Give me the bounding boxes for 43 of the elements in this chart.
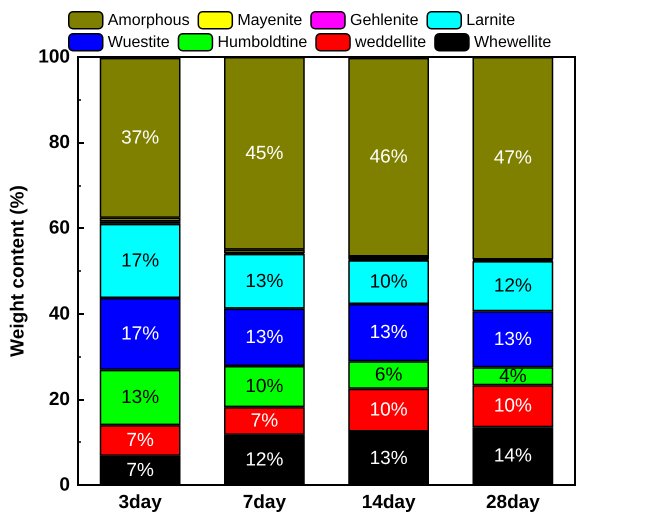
legend-label: Gehlenite xyxy=(350,12,419,29)
data-label: 37% xyxy=(121,127,160,148)
data-label: 10% xyxy=(370,400,408,421)
data-label: 45% xyxy=(245,142,284,164)
x-tick-label: 28day xyxy=(486,492,540,513)
y-axis-title: Weight content (%) xyxy=(7,185,28,357)
data-label: 46% xyxy=(370,146,408,168)
legend-label: Wuestite xyxy=(108,34,170,51)
y-tick-label: 80 xyxy=(48,132,70,154)
legend-label: Larnite xyxy=(466,12,516,29)
legend-label: Mayenite xyxy=(237,12,302,29)
data-label: 13% xyxy=(245,270,284,292)
legend-label: Amorphous xyxy=(108,12,190,29)
legend-label: weddellite xyxy=(354,34,426,51)
data-label: 10% xyxy=(370,272,408,293)
y-tick-label: 40 xyxy=(48,303,70,324)
data-label: 4% xyxy=(499,366,527,387)
data-label: 7% xyxy=(250,410,278,432)
x-tick-label: 14day xyxy=(362,492,416,513)
data-label: 7% xyxy=(126,430,154,451)
y-tick-label: 60 xyxy=(48,218,70,239)
x-tick-label: 3day xyxy=(118,492,162,513)
data-label: 10% xyxy=(245,376,284,398)
data-label: 13% xyxy=(245,326,284,348)
x-tick-label: 7day xyxy=(242,492,286,513)
legend-label: Humboldtine xyxy=(217,34,308,51)
data-label: 13% xyxy=(370,448,408,469)
data-label: 14% xyxy=(494,446,532,467)
y-tick-label: 20 xyxy=(48,388,70,410)
data-label: 12% xyxy=(245,449,284,470)
data-label: 10% xyxy=(494,396,532,417)
data-label: 13% xyxy=(121,386,160,408)
data-label: 6% xyxy=(374,364,402,386)
data-label: 12% xyxy=(494,276,532,297)
legend-label: Whewellite xyxy=(474,34,552,51)
y-tick-label: 100 xyxy=(38,46,70,68)
data-label: 13% xyxy=(494,328,532,350)
data-label: 7% xyxy=(126,460,154,481)
data-label: 47% xyxy=(494,148,532,169)
data-label: 17% xyxy=(121,250,160,272)
data-label: 17% xyxy=(121,323,160,344)
y-tick-label: 0 xyxy=(59,474,70,496)
data-label: 13% xyxy=(370,322,408,344)
